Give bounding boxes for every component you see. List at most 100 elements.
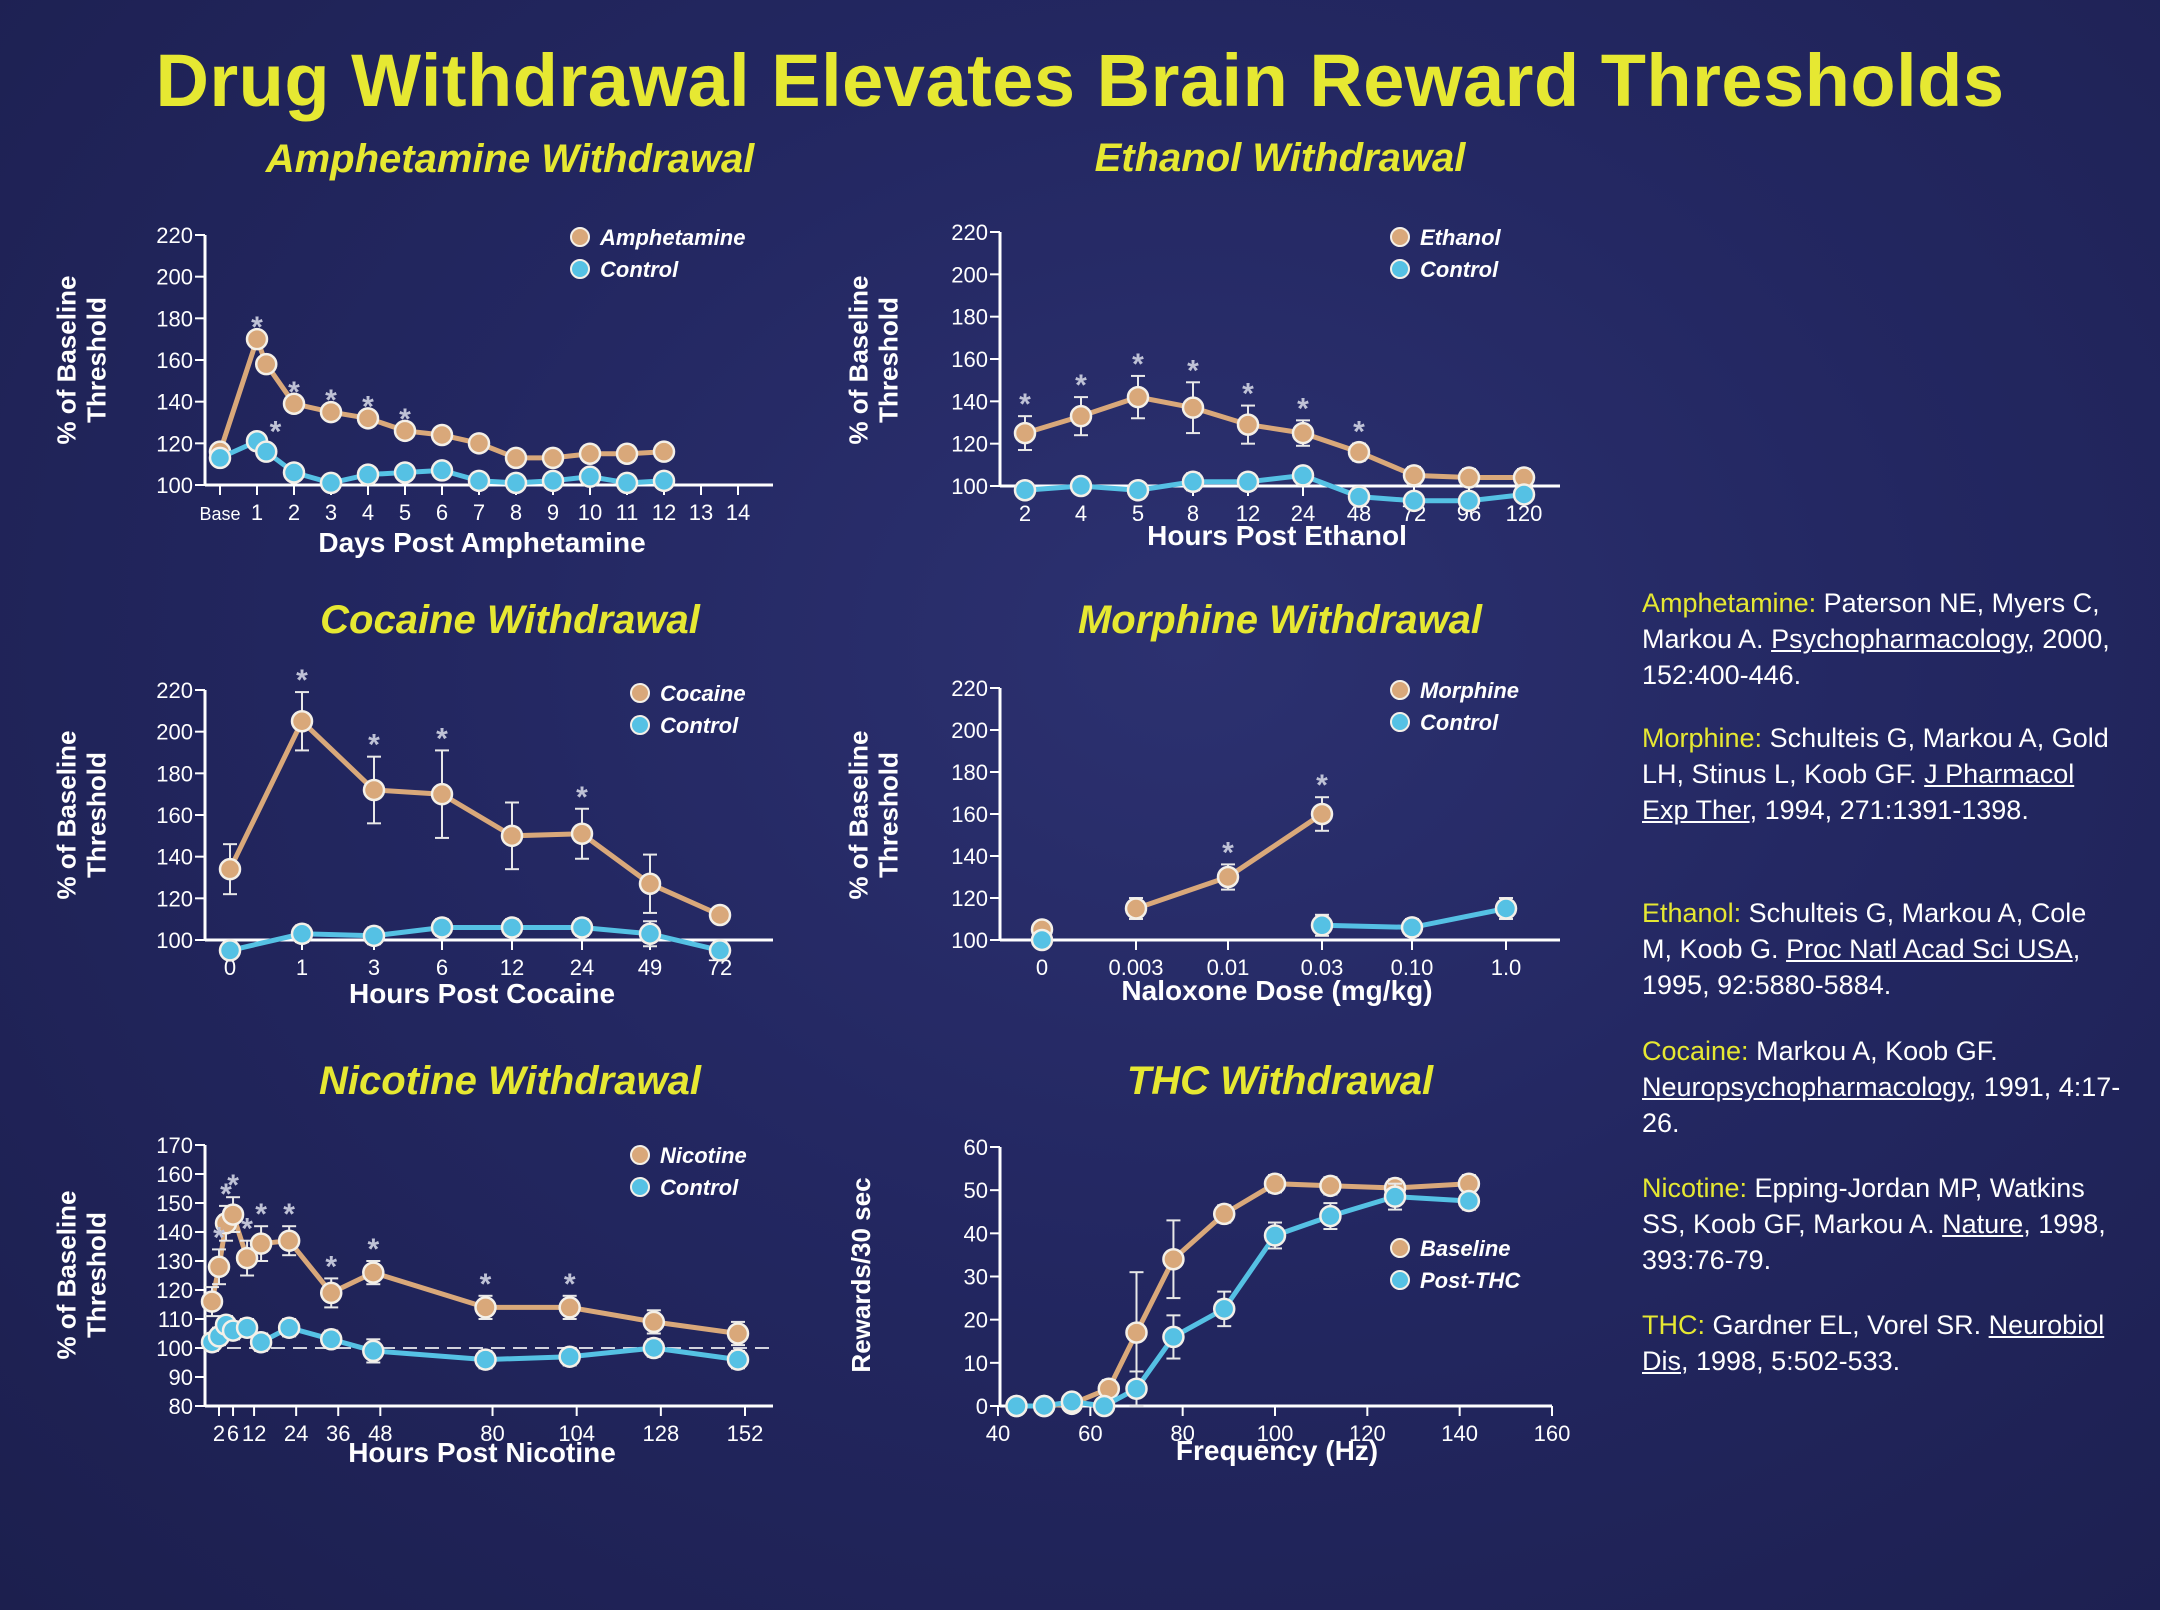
ethanol-x-tick-label: 5 (1132, 501, 1144, 526)
nicotine-y-tick-label: 90 (169, 1365, 193, 1390)
nicotine-x-tick-label: 2 (213, 1421, 225, 1446)
nicotine-drug-point (277, 1229, 301, 1252)
nicotine-y-tick-label: 120 (156, 1278, 193, 1303)
thc-x-tick-label: 140 (1441, 1421, 1478, 1446)
thc-y-tick-label: 50 (964, 1178, 988, 1203)
thc-chart: 0 10 20 30 40 50 60 40 60 80 100 120 140 160 Frequency… (846, 1135, 1570, 1466)
morphine-drug-point (1216, 865, 1240, 889)
thc-drug-point (1125, 1321, 1148, 1344)
nicotine-control-point (249, 1330, 273, 1354)
nicotine-drug-point (558, 1296, 581, 1319)
reference-journal: Neurobiol Dis (1642, 1310, 2105, 1376)
nicotine-legend-marker (630, 1177, 650, 1197)
amphetamine-drug-point (319, 400, 343, 424)
cocaine-significance-marker: * (296, 664, 308, 697)
amphetamine-y-tick-label: 220 (156, 223, 193, 248)
amphetamine-y-tick-label: 120 (156, 431, 193, 456)
amphetamine-drug-point (578, 442, 602, 465)
amphetamine-control-point (208, 446, 232, 470)
nicotine-y-tick-label: 160 (156, 1162, 193, 1187)
morphine-significance-marker: * (1316, 769, 1328, 802)
reference-drug: Cocaine: (1642, 1036, 1749, 1066)
cocaine-y-tick-label: 140 (156, 845, 193, 870)
thc-title: THC Withdrawal (1127, 1059, 1434, 1103)
ethanol-significance-marker: * (1297, 392, 1309, 425)
reference-citation: , 1998, 5:502-533. (1681, 1346, 1901, 1376)
nicotine-y-tick-label: 150 (156, 1191, 193, 1216)
amphetamine-significance-marker: * (399, 403, 411, 436)
amphetamine-drug-point (467, 432, 491, 455)
morphine-x-tick-label: 0.03 (1301, 955, 1344, 980)
cocaine-legend-marker (630, 683, 650, 703)
amphetamine-drug-point (615, 442, 639, 465)
morphine-y-tick-label: 100 (951, 928, 988, 953)
amphetamine-y-tick-label: 180 (156, 306, 193, 331)
nicotine-control-point (362, 1339, 385, 1363)
slide-title: Drug Withdrawal Elevates Brain Reward Th… (155, 39, 2005, 122)
nicotine-chart: 80 90 100 110 120 130 140 150 160 170 2 6 12 24 36 48 80… (51, 1133, 773, 1468)
amphetamine-legend-label: Amphetamine (599, 225, 745, 250)
nicotine-drug-point (726, 1322, 750, 1345)
reference-citation: , 1995, 92:5880-5884. (1642, 934, 2081, 1000)
cocaine-control-line (229, 925, 721, 953)
ethanol-control-point (1347, 485, 1371, 508)
morphine-control-point (1310, 914, 1334, 937)
morphine-y-label: % of BaselineThreshold (843, 730, 903, 899)
reference-authors: Paterson NE, Myers C, Markou A. (1642, 588, 2100, 654)
reference-authors: Markou A, Koob GF. (1748, 1036, 1998, 1066)
cocaine-x-tick-label: 24 (570, 955, 594, 980)
amphetamine-drug-point (356, 407, 380, 430)
reference-drug: Ethanol: (1642, 898, 1742, 928)
amphetamine-control-point (393, 461, 417, 484)
thc-y-tick-label: 40 (964, 1221, 988, 1246)
nicotine-x-tick-label: 80 (480, 1421, 504, 1446)
nicotine-drug-point (249, 1232, 273, 1255)
morphine-y-tick-label: 160 (951, 802, 988, 827)
cocaine-drug-point (430, 782, 454, 806)
thc-control-line (1016, 1194, 1470, 1409)
cocaine-x-tick-label: 1 (296, 955, 308, 980)
cocaine-drug-point (290, 710, 314, 733)
reference-journal: Nature (1942, 1209, 2024, 1239)
cocaine-drug-point (638, 872, 662, 895)
thc-control-point (1060, 1390, 1084, 1413)
ethanol-drug-point (1181, 396, 1205, 419)
cocaine-y-tick-label: 100 (156, 928, 193, 953)
nicotine-x-tick-label: 36 (326, 1421, 350, 1446)
nicotine-drug-point (319, 1281, 343, 1305)
amphetamine-control-point (652, 469, 676, 493)
morphine-x-tick-label: 1.0 (1491, 955, 1522, 980)
morphine-chart: 100 120 140 160 180 200 220 0 0.003 0.01 0.03 0.10 1… (843, 676, 1560, 1006)
ethanol-significance-marker: * (1019, 388, 1031, 421)
amphetamine-x-tick-label: 14 (726, 500, 750, 525)
amphetamine-control-point (504, 471, 528, 495)
ethanol-drug-point (1402, 464, 1426, 487)
ethanol-control-point (1181, 470, 1205, 494)
reference-1: Morphine: Schulteis G, Markou A, Gold LH… (1642, 720, 2122, 828)
amphetamine-x-tick-label: 10 (578, 500, 602, 525)
morphine-control-point (1494, 897, 1518, 920)
thc-legend-marker (1390, 1238, 1410, 1258)
cocaine-drug-point (708, 903, 732, 927)
thc-x-tick-label: 120 (1349, 1421, 1386, 1446)
nicotine-y-tick-label: 80 (169, 1394, 193, 1419)
cocaine-y-tick-label: 120 (156, 886, 193, 911)
thc-x-label: Frequency (Hz) (1176, 1435, 1378, 1466)
amphetamine-significance-marker: * (325, 384, 337, 417)
cocaine-significance-marker: * (436, 722, 448, 755)
nicotine-x-tick-label: 48 (368, 1421, 392, 1446)
morphine-x-label: Naloxone Dose (mg/kg) (1121, 975, 1432, 1006)
morphine-y-tick-label: 140 (951, 844, 988, 869)
nicotine-x-tick-label: 24 (284, 1421, 308, 1446)
ethanol-legend-marker (1390, 227, 1410, 247)
ethanol-y-tick-label: 160 (951, 347, 988, 372)
ethanol-drug-point (1126, 385, 1150, 409)
cocaine-drug-point (218, 857, 242, 881)
thc-control-point (1005, 1394, 1028, 1418)
reference-authors: Schulteis G, Markou A, Gold LH, Stinus L… (1642, 723, 2109, 789)
cocaine-control-point (362, 924, 386, 948)
reference-4: Nicotine: Epping-Jordan MP, Watkins SS, … (1642, 1170, 2122, 1278)
thc-control-point (1319, 1204, 1342, 1228)
